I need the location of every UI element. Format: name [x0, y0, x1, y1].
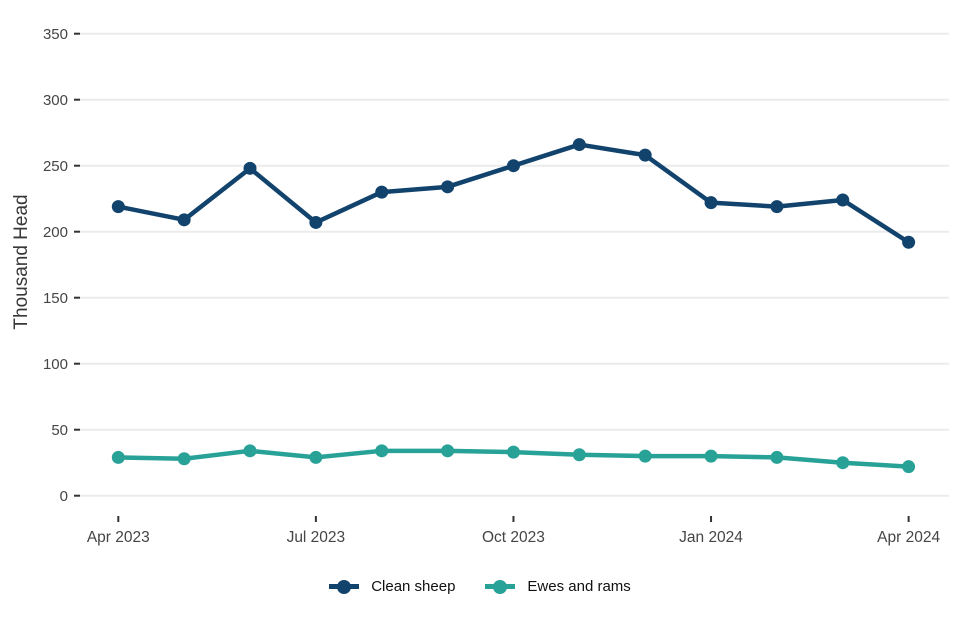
data-point [770, 200, 784, 214]
legend-dot-swatch [337, 579, 352, 594]
legend-label: Ewes and rams [527, 578, 631, 595]
data-point [704, 196, 718, 210]
data-point [309, 215, 323, 229]
y-tick-label: 250 [43, 158, 68, 175]
data-point [638, 148, 652, 162]
data-point [375, 185, 389, 199]
x-tick-label: Jul 2023 [287, 529, 346, 546]
data-point [177, 213, 191, 227]
legend-item-clean-sheep: Clean sheep [329, 578, 455, 595]
y-tick-label: 300 [43, 92, 68, 109]
data-point [770, 450, 784, 464]
data-point [243, 161, 257, 175]
data-point [836, 193, 850, 207]
x-tick-label: Jan 2024 [679, 529, 743, 546]
chart-plot-area: 0 50 100 150 200 250 300 350 Apr 2023 Jul 2023 Oct… [43, 26, 949, 546]
series-clean-sheep [111, 138, 916, 249]
data-point [638, 449, 652, 463]
data-point [506, 445, 520, 459]
data-point [375, 444, 389, 458]
legend-dot-swatch [493, 579, 508, 594]
series-ewes-and-rams [111, 444, 916, 474]
y-tick-label: 100 [43, 356, 68, 373]
data-point [836, 456, 850, 470]
y-tick-label: 200 [43, 224, 68, 241]
y-tick-label: 0 [60, 488, 68, 505]
legend-marker-ewes-and-rams-icon [485, 579, 516, 594]
data-point [111, 200, 125, 214]
y-tick-label: 150 [43, 290, 68, 307]
data-point [902, 460, 916, 474]
data-point [902, 235, 916, 249]
legend-marker-clean-sheep-icon [329, 579, 360, 594]
x-tick-label: Apr 2024 [877, 529, 940, 546]
data-point [111, 450, 125, 464]
chart-legend: Clean sheep Ewes and rams [0, 578, 960, 595]
data-point [704, 449, 718, 463]
data-point [572, 448, 586, 462]
data-point [177, 452, 191, 466]
gridlines [80, 32, 949, 497]
y-axis-title: Thousand Head [11, 194, 32, 330]
axis-ticks: 0 50 100 150 200 250 300 350 Apr 2023 Jul 2023 Oct… [43, 26, 940, 546]
y-tick-label: 50 [51, 422, 68, 439]
data-point [441, 444, 455, 458]
data-point [572, 138, 586, 152]
data-point [506, 159, 520, 173]
data-point [243, 444, 257, 458]
legend-item-ewes-and-rams: Ewes and rams [485, 578, 631, 595]
x-tick-label: Apr 2023 [87, 529, 150, 546]
data-point [309, 450, 323, 464]
x-tick-label: Oct 2023 [482, 529, 545, 546]
y-tick-label: 350 [43, 26, 68, 43]
legend-label: Clean sheep [371, 578, 456, 595]
data-point [441, 180, 455, 194]
